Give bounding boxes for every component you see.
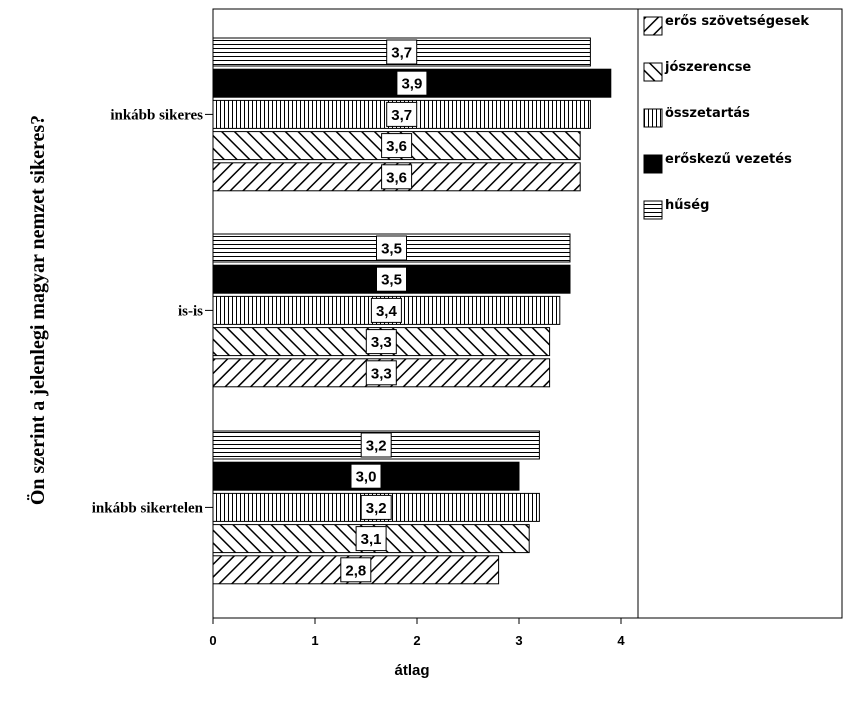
data-label-box: [386, 39, 418, 65]
data-label-box: [386, 101, 418, 127]
data-label-box: [355, 526, 387, 552]
legend-swatch: [643, 108, 663, 128]
legend: erős szövetségesek jószerencse összetartás…: [643, 14, 809, 220]
legend-label: jószerencse: [664, 60, 751, 75]
data-label: 3,6: [386, 169, 407, 186]
category-label: is-is: [178, 303, 203, 319]
x-tick-label: 2: [413, 633, 420, 648]
data-label-box: [370, 297, 402, 323]
data-label-box: [350, 463, 382, 489]
data-label: 3,7: [391, 45, 412, 62]
data-label-box: [360, 494, 392, 520]
legend-swatch: [643, 200, 663, 220]
data-label-box: [365, 329, 397, 355]
x-axis-title: átlag: [394, 662, 429, 679]
category-label: inkább sikeres: [110, 107, 203, 123]
x-tick-label: 4: [617, 633, 625, 648]
data-label: 2,8: [345, 562, 366, 579]
x-tick-label: 1: [311, 633, 318, 648]
legend-swatch: [643, 62, 663, 82]
bar-series-group: 3,7 3,5 3,2 3,9 3,5 3,0 3,7 3,4 3,2 3,6 3,3 3,1 3,6 3…: [212, 37, 612, 585]
data-label-box: [396, 70, 428, 96]
data-label: 3,0: [356, 469, 377, 486]
data-label: 3,5: [381, 241, 402, 258]
y-axis-title: Ön szerint a jelenlegi magyar nemzet sik…: [26, 115, 49, 505]
legend-label: erős szövetségesek: [665, 14, 809, 29]
data-label-box: [381, 133, 413, 159]
data-label: 3,9: [401, 76, 422, 93]
data-label: 3,4: [376, 303, 398, 320]
data-label: 3,3: [371, 365, 392, 382]
data-label: 3,2: [366, 438, 387, 455]
data-label-box: [365, 360, 397, 386]
category-label: inkább sikertelen: [92, 500, 204, 516]
data-label-box: [381, 164, 413, 190]
x-tick-label: 0: [209, 633, 216, 648]
data-label-box: [340, 557, 372, 583]
legend-frame: [637, 8, 843, 619]
data-label: 3,3: [371, 334, 392, 351]
x-axis: 0 1 2 3 4: [209, 618, 625, 648]
data-label: 3,6: [386, 138, 407, 155]
data-label-box: [376, 235, 407, 261]
data-label: 3,1: [361, 531, 382, 548]
legend-label: erőskezű vezetés: [665, 152, 792, 167]
data-label: 3,2: [366, 500, 387, 517]
legend-label: összetartás: [665, 106, 750, 121]
data-label-box: [376, 266, 407, 292]
x-tick-label: 3: [515, 633, 522, 648]
data-label: 3,5: [381, 272, 402, 289]
legend-swatch: [643, 16, 663, 36]
data-label: 3,7: [391, 107, 412, 124]
legend-label: hűség: [665, 198, 709, 213]
data-label-box: [360, 432, 392, 458]
legend-swatch: [643, 154, 663, 174]
category-labels: inkább sikeres is-is inkább sikertelen: [92, 107, 213, 516]
